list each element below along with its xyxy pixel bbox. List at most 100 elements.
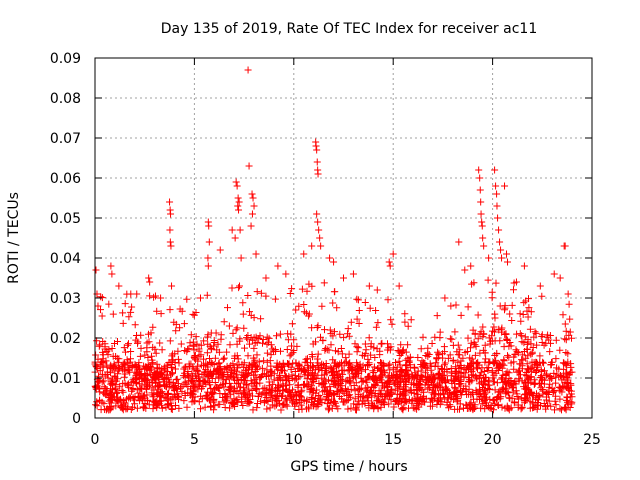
roti-outlier-point — [216, 246, 224, 254]
roti-outlier-point — [493, 190, 501, 198]
y-tick-label: 0.03 — [50, 291, 81, 307]
roti-outlier-point — [205, 238, 213, 246]
roti-outlier-point — [561, 242, 569, 250]
roti-outlier-point — [145, 274, 153, 282]
x-tick-label: 5 — [190, 432, 199, 448]
roti-outlier-point — [477, 198, 485, 206]
roti-outlier-point — [234, 202, 242, 210]
roti-outlier-point — [550, 270, 558, 278]
roti-outlier-point — [228, 226, 236, 234]
data-points — [91, 66, 576, 414]
roti-outlier-point — [247, 222, 255, 230]
roti-outlier-point — [236, 226, 244, 234]
roti-outlier-point — [312, 142, 320, 150]
y-tick-label: 0.04 — [50, 251, 81, 267]
roti-outlier-point — [326, 254, 334, 262]
y-tick-label: 0.02 — [50, 331, 81, 347]
roti-outlier-point — [395, 282, 403, 290]
y-tick-label: 0.01 — [50, 371, 81, 387]
roti-outlier-point — [282, 270, 290, 278]
roti-outlier-point — [314, 218, 322, 226]
roti-outlier-point — [313, 146, 321, 154]
roti-outlier-point — [493, 202, 501, 210]
roti-outlier-point — [157, 294, 165, 302]
roti-outlier-point — [313, 158, 321, 166]
roti-outlier-point — [385, 258, 393, 266]
plot-frame — [94, 57, 593, 419]
roti-outlier-point — [556, 274, 564, 282]
roti-outlier-point — [204, 254, 212, 262]
roti-outlier-point — [330, 258, 338, 266]
roti-outlier-point — [495, 226, 503, 234]
roti-outlier-point — [501, 182, 509, 190]
roti-outlier-point — [308, 242, 316, 250]
axis-ticks: 0 0.01 0.02 0.03 0.04 0.05 0.06 0.07 0.08 0.09 0 5 1… — [50, 51, 601, 448]
y-tick-label: 0.05 — [50, 211, 81, 227]
roti-outlier-point — [315, 226, 323, 234]
roti-outlier-point — [252, 250, 260, 258]
roti-outlier-point — [249, 194, 257, 202]
roti-outlier-point — [498, 254, 506, 262]
roti-outlier-point — [496, 238, 504, 246]
roti-outlier-point — [166, 198, 174, 206]
roti-outlier-point — [166, 226, 174, 234]
y-axis-label: ROTI / TECUs — [6, 192, 22, 284]
roti-outlier-point — [494, 214, 502, 222]
roti-outlier-point — [478, 218, 486, 226]
roti-outlier-point — [373, 286, 381, 294]
x-tick-label: 20 — [484, 432, 502, 448]
roti-outlier-point — [485, 254, 493, 262]
roti-outlier-point — [244, 66, 252, 74]
y-tick-label: 0.08 — [50, 91, 81, 107]
chart-title: Day 135 of 2019, Rate Of TEC Index for r… — [161, 21, 537, 37]
roti-outlier-point — [168, 282, 176, 290]
roti-outlier-point — [300, 250, 308, 258]
roti-outlier-point — [386, 262, 394, 270]
roti-outlier-point — [478, 222, 486, 230]
roti-outlier-point — [491, 166, 499, 174]
roti-outlier-point — [248, 190, 256, 198]
roti-outlier-point — [497, 246, 505, 254]
roti-outlier-point — [133, 290, 141, 298]
y-tick-label: 0.06 — [50, 171, 81, 187]
x-axis-label: GPS time / hours — [290, 459, 407, 475]
roti-outlier-point — [248, 210, 256, 218]
roti-outlier-point — [235, 206, 243, 214]
roti-outlier-point — [389, 250, 397, 258]
roti-outlier-point — [479, 234, 487, 242]
x-tick-label: 25 — [583, 432, 601, 448]
roti-outlier-point — [455, 238, 463, 246]
roti-outlier-point — [92, 266, 100, 274]
roti-outlier-point — [235, 198, 243, 206]
roti-outlier-point — [520, 262, 528, 270]
roti-outlier-point — [231, 234, 239, 242]
roti-outlier-point — [512, 278, 520, 286]
y-tick-label: 0.07 — [50, 131, 81, 147]
roti-outlier-point — [480, 242, 488, 250]
roti-outlier-point — [237, 254, 245, 262]
roti-outlier-point — [536, 282, 544, 290]
roti-outlier-point — [167, 242, 175, 250]
roti-outlier-point — [166, 238, 174, 246]
roti-outlier-point — [245, 162, 253, 170]
x-tick-label: 15 — [384, 432, 402, 448]
roti-outlier-point — [467, 262, 475, 270]
roti-outlier-point — [94, 302, 102, 310]
roti-outlier-point — [349, 270, 357, 278]
roti-outlier-point — [503, 250, 511, 258]
roti-outlier-point — [205, 222, 213, 230]
roti-outlier-point — [250, 202, 258, 210]
roti-outlier-point — [115, 282, 123, 290]
roti-outlier-point — [204, 262, 212, 270]
roti-outlier-point — [233, 182, 241, 190]
x-tick-label: 0 — [91, 432, 100, 448]
roti-outlier-point — [447, 302, 455, 310]
roti-outlier-point — [146, 278, 154, 286]
roti-outlier-point — [504, 258, 512, 266]
roti-outlier-point — [107, 262, 115, 270]
roti-outlier-point — [476, 186, 484, 194]
roti-outlier-point — [262, 274, 270, 282]
roti-outlier-point — [234, 194, 242, 202]
roti-outlier-point — [108, 270, 116, 278]
